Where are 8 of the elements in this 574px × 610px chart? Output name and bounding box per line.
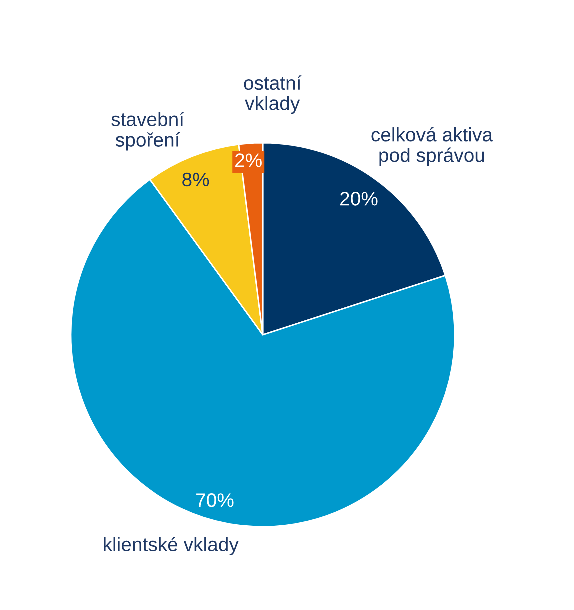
slice-label: ostatní vklady	[244, 76, 302, 114]
data-label: 70%	[196, 493, 234, 508]
slice-label: celková aktiva pod správou	[372, 127, 494, 166]
data-label: 8%	[182, 172, 210, 187]
data-label: 2%	[236, 154, 262, 168]
data-label: 20%	[340, 192, 378, 206]
slice-label: klientské vklady	[104, 537, 239, 556]
slice-label: stavební spoření	[112, 112, 184, 151]
